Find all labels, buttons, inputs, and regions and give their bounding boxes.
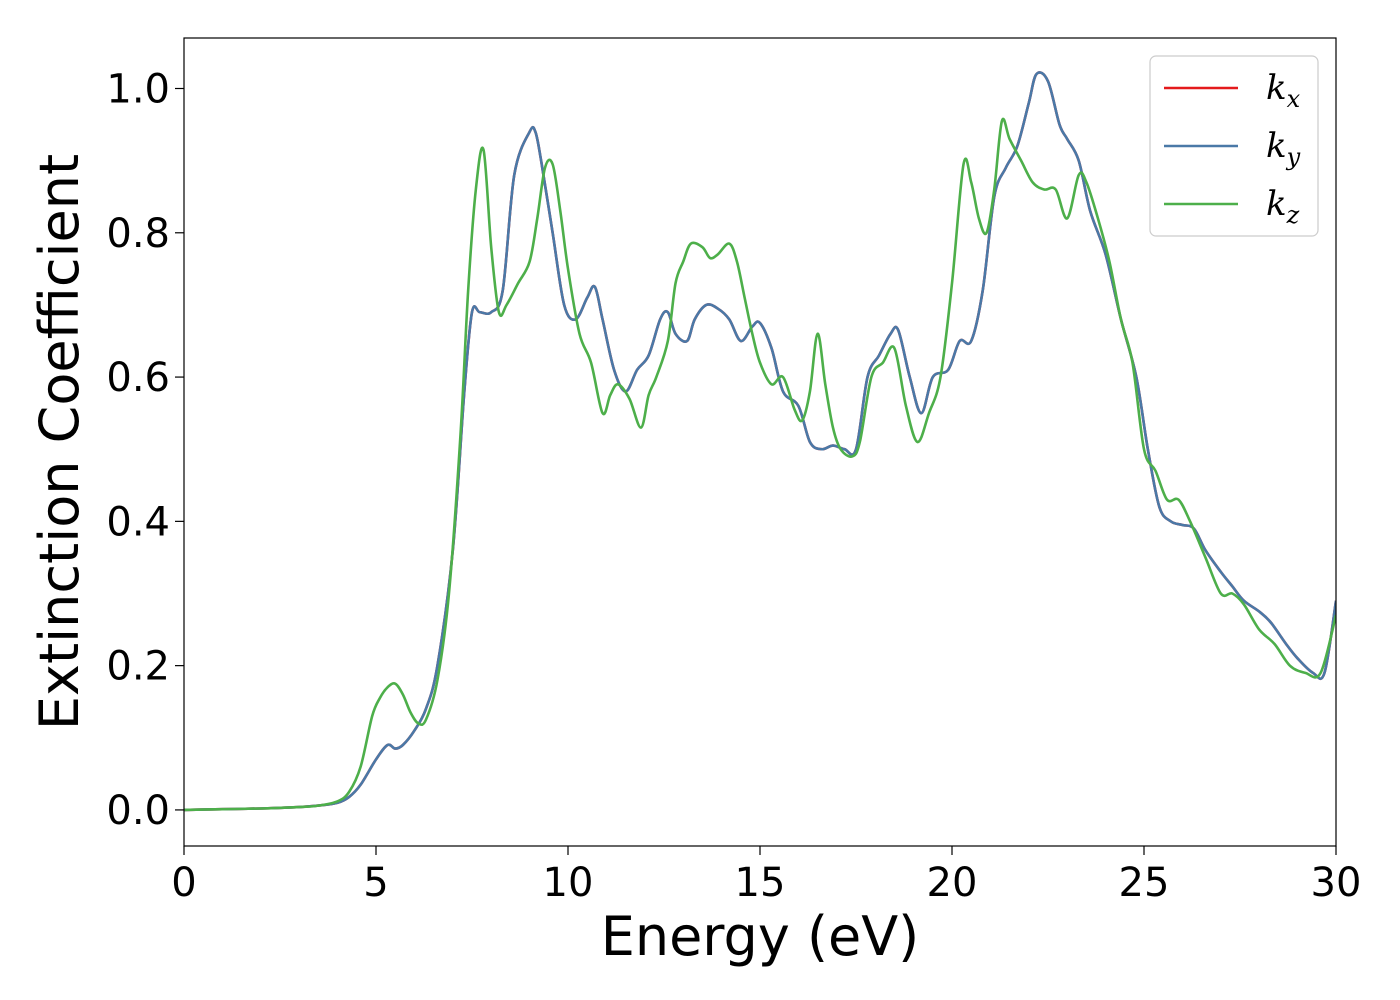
y-tick-label: 0.0: [106, 788, 170, 834]
x-tick-label: 5: [363, 860, 388, 906]
x-tick-label: 15: [735, 860, 786, 906]
legend-label-x: kx: [1266, 68, 1301, 113]
series-layer: [184, 71, 1336, 812]
y-tick-label: 0.2: [106, 644, 170, 690]
legend: kx ky kz: [1149, 55, 1319, 237]
series-line-z: [184, 117, 1336, 812]
y-axis-label: Extinction Coefficient: [28, 154, 91, 730]
legend-label-z: kz: [1266, 184, 1300, 229]
x-tick-label: 30: [1311, 860, 1362, 906]
y-tick-label: 0.4: [106, 499, 170, 545]
y-tick-label: 0.8: [106, 211, 170, 257]
x-axis-label: Energy (eV): [601, 905, 920, 968]
legend-label-y: ky: [1266, 126, 1301, 171]
x-tick-label: 10: [543, 860, 594, 906]
x-tick-label: 25: [1119, 860, 1170, 906]
y-tick-label: 0.6: [106, 355, 170, 401]
x-tick-label: 20: [927, 860, 978, 906]
x-tick-label: 0: [171, 860, 196, 906]
y-axis: 0.0 0.2 0.4 0.6 0.8 1.0: [106, 67, 184, 834]
y-tick-label: 1.0: [106, 67, 170, 113]
x-axis: 0 5 10 15 20 25 30: [171, 846, 1361, 906]
